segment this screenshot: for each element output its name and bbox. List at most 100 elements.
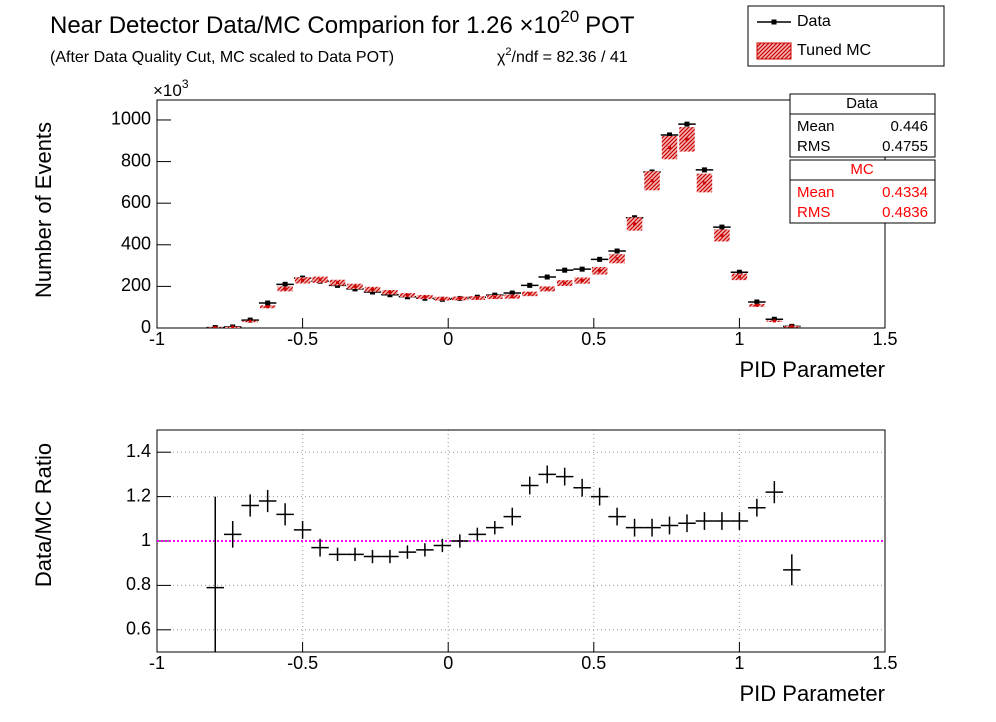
series (207, 127, 800, 328)
y-tick-label: 1000 (111, 109, 151, 129)
data-marker (771, 316, 777, 322)
y-axis-label: Number of Events (31, 122, 56, 298)
mc-marker (231, 325, 235, 328)
data-marker (684, 121, 690, 127)
legend-label: Tuned MC (797, 42, 871, 59)
y-tick-label: 0.8 (126, 574, 151, 594)
mc-marker (475, 296, 479, 300)
mc-marker (405, 293, 409, 297)
chi-superscript: 2 (505, 46, 511, 58)
mc-marker (702, 181, 706, 185)
y-tick-label: 600 (121, 192, 151, 212)
y-tick-label: 1 (141, 530, 151, 550)
mc-marker (510, 295, 514, 299)
mc-marker (318, 278, 322, 282)
data-marker (509, 290, 515, 296)
stats-box (789, 159, 936, 224)
y-tick-label: 400 (121, 234, 151, 254)
stats-value: 0.4755 (882, 138, 928, 155)
y-tick-label: 200 (121, 275, 151, 295)
y-tick-label: 1.4 (126, 441, 151, 461)
subtitle: (After Data Quality Cut, MC scaled to Da… (50, 49, 394, 66)
x-tick-label: 0 (443, 653, 453, 673)
x-axis-label: PID Parameter (740, 681, 886, 706)
series (157, 465, 885, 652)
y-tick-label: 800 (121, 150, 151, 170)
title-text: Near Detector Data/MC Comparion for 1.26… (50, 12, 560, 39)
mc-marker (213, 325, 217, 328)
mc-marker (650, 179, 654, 183)
mc-marker (563, 281, 567, 285)
data-marker (527, 282, 533, 288)
mc-marker (668, 146, 672, 150)
mc-marker (266, 305, 270, 309)
y-exponent: ×103 (153, 77, 189, 100)
data-marker (544, 274, 550, 280)
stats-label: RMS (797, 204, 830, 221)
chi-text: /ndf = 82.36 / 41 (512, 49, 628, 66)
stats-box (789, 93, 936, 158)
y-exponent-base: ×10 (153, 81, 182, 100)
mc-marker (248, 319, 252, 323)
mc-marker (772, 319, 776, 323)
x-tick-label: -0.5 (287, 329, 318, 349)
mc-marker (458, 296, 462, 300)
mc-marker (388, 290, 392, 294)
mc-marker (720, 233, 724, 237)
x-tick-label: -1 (149, 329, 165, 349)
data-marker (614, 248, 620, 254)
mc-marker (528, 292, 532, 296)
data-marker (719, 224, 725, 230)
data-marker (701, 167, 707, 173)
mc-marker (755, 303, 759, 307)
mc-marker (283, 287, 287, 291)
mc-marker (598, 269, 602, 273)
y-tick-label: 0 (141, 317, 151, 337)
stats-title: Data (846, 95, 878, 112)
mc-marker (423, 295, 427, 299)
stats-value: 0.446 (890, 118, 928, 135)
y-tick-label: 0.6 (126, 619, 151, 639)
mc-marker (493, 295, 497, 299)
data-marker (597, 256, 603, 262)
mc-marker (615, 257, 619, 261)
mc-marker (580, 279, 584, 283)
data-marker (754, 299, 760, 305)
mc-marker (790, 324, 794, 328)
stats-value: 0.4334 (882, 184, 928, 201)
chart-title: Near Detector Data/MC Comparion for 1.26… (50, 7, 635, 39)
x-tick-label: 0 (443, 329, 453, 349)
chi2-label: χ2/ndf = 82.36 / 41 (497, 46, 628, 66)
stats-title: MC (850, 161, 873, 178)
title-end: POT (585, 12, 635, 39)
mc-marker (336, 281, 340, 285)
x-tick-label: 1 (734, 653, 744, 673)
stats-label: Mean (797, 184, 835, 201)
stats-value: 0.4836 (882, 204, 928, 221)
x-tick-label: 1 (734, 329, 744, 349)
x-tick-label: 0.5 (581, 329, 606, 349)
x-tick-label: -1 (149, 653, 165, 673)
data-marker (667, 132, 673, 138)
x-tick-label: 1.5 (872, 329, 897, 349)
legend-label: Data (797, 13, 831, 30)
legend-marker (771, 19, 777, 25)
y-tick-label: 1.2 (126, 485, 151, 505)
data-marker (282, 281, 288, 287)
x-tick-label: -0.5 (287, 653, 318, 673)
stats-label: RMS (797, 138, 830, 155)
y-exponent-superscript: 3 (182, 77, 189, 91)
data-marker (369, 289, 375, 295)
mc-marker (633, 222, 637, 226)
x-tick-label: 1.5 (872, 653, 897, 673)
chi-symbol: χ (497, 49, 506, 66)
mc-marker (370, 287, 374, 291)
data-marker (579, 266, 585, 272)
mc-marker (301, 278, 305, 282)
data-marker (562, 267, 568, 273)
mc-marker (545, 287, 549, 291)
title-superscript: 20 (560, 7, 579, 26)
data-marker (736, 269, 742, 275)
